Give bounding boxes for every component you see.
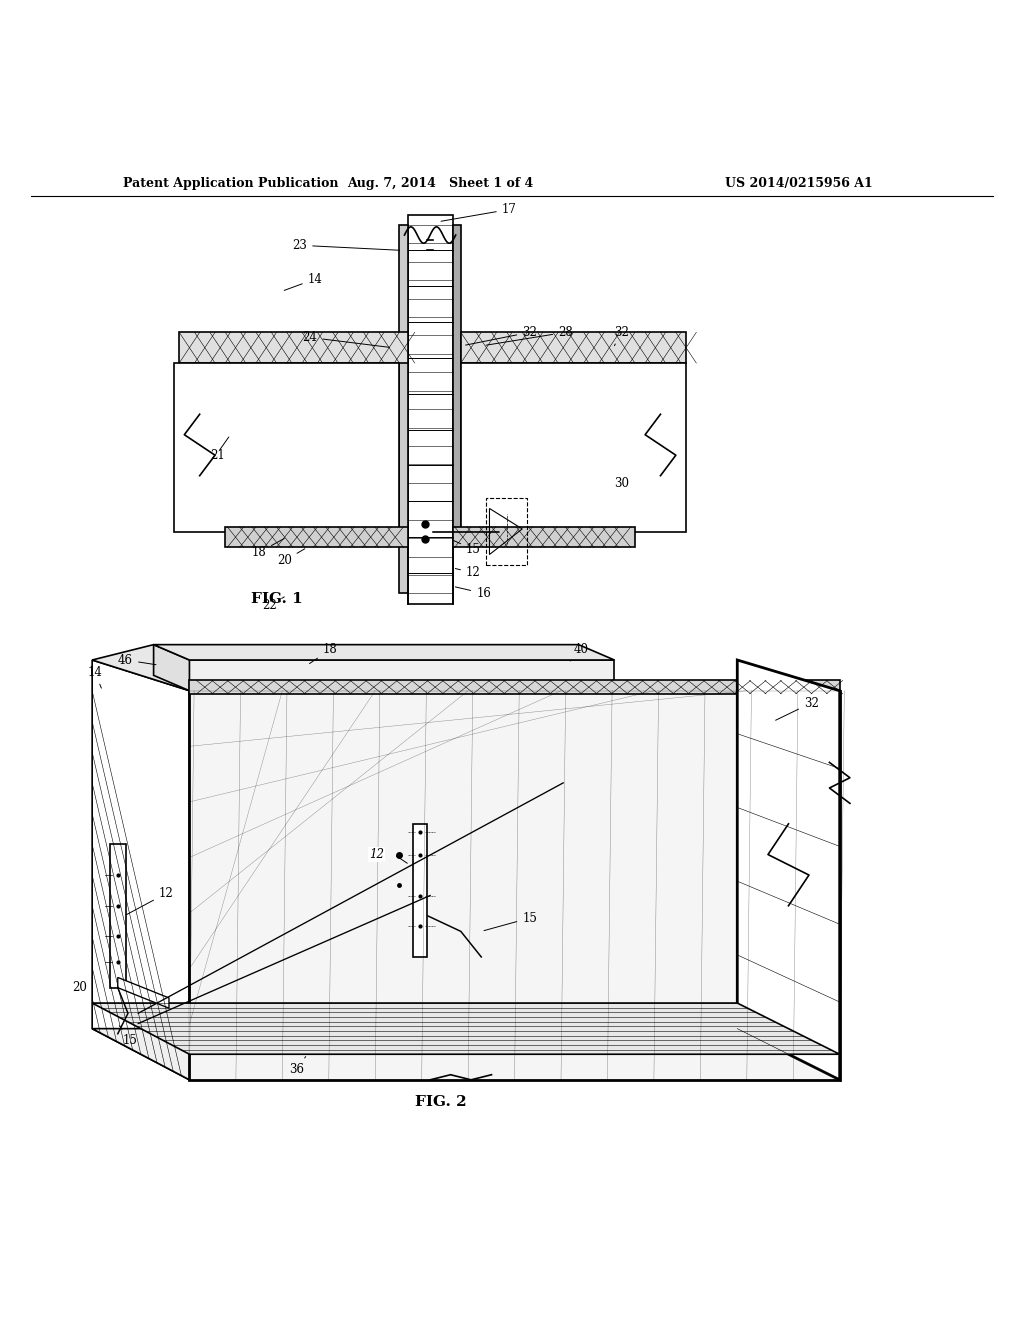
Text: 32: 32 (775, 697, 819, 721)
Polygon shape (110, 845, 126, 987)
Text: 21: 21 (210, 449, 224, 462)
Polygon shape (189, 660, 614, 690)
Polygon shape (189, 690, 840, 1080)
Polygon shape (154, 644, 614, 660)
Polygon shape (399, 224, 408, 594)
Text: 28: 28 (486, 326, 572, 346)
Text: 18: 18 (252, 539, 285, 558)
Polygon shape (92, 1028, 840, 1080)
Polygon shape (453, 527, 635, 548)
Text: 20: 20 (276, 549, 305, 568)
Polygon shape (461, 363, 686, 532)
Polygon shape (453, 224, 461, 532)
Polygon shape (189, 681, 840, 694)
Text: 12: 12 (126, 887, 173, 915)
Polygon shape (225, 527, 408, 548)
Polygon shape (92, 644, 251, 690)
Text: Patent Application Publication: Patent Application Publication (123, 177, 338, 190)
Text: FIG. 1: FIG. 1 (251, 591, 303, 606)
Text: 22: 22 (262, 597, 285, 612)
Polygon shape (92, 1003, 840, 1055)
Polygon shape (737, 660, 840, 1080)
Polygon shape (413, 824, 427, 957)
Text: 14: 14 (285, 272, 323, 290)
Text: 16: 16 (456, 587, 492, 599)
Text: 40: 40 (570, 643, 589, 661)
Text: 20: 20 (72, 977, 92, 994)
Text: 36: 36 (290, 1056, 305, 1076)
Text: FIG. 2: FIG. 2 (415, 1096, 466, 1109)
Text: 12: 12 (456, 566, 480, 579)
Text: 14: 14 (87, 665, 102, 688)
Polygon shape (118, 977, 169, 1008)
Polygon shape (179, 333, 408, 363)
Text: 17: 17 (441, 203, 517, 222)
Text: 15: 15 (120, 1026, 138, 1048)
Polygon shape (92, 660, 189, 1080)
Text: 15: 15 (453, 540, 481, 556)
Text: 24: 24 (302, 331, 389, 347)
Text: 32: 32 (614, 326, 630, 346)
Text: 18: 18 (309, 643, 337, 664)
Text: 32: 32 (466, 326, 538, 345)
Text: 12: 12 (369, 847, 384, 861)
Text: 15: 15 (484, 912, 538, 931)
Polygon shape (174, 363, 399, 532)
Text: Aug. 7, 2014   Sheet 1 of 4: Aug. 7, 2014 Sheet 1 of 4 (347, 177, 534, 190)
Text: 30: 30 (614, 478, 630, 490)
Text: 23: 23 (292, 239, 399, 252)
Text: US 2014/0215956 A1: US 2014/0215956 A1 (725, 177, 872, 190)
Text: 46: 46 (118, 653, 156, 667)
Polygon shape (461, 333, 686, 363)
Polygon shape (154, 644, 189, 690)
